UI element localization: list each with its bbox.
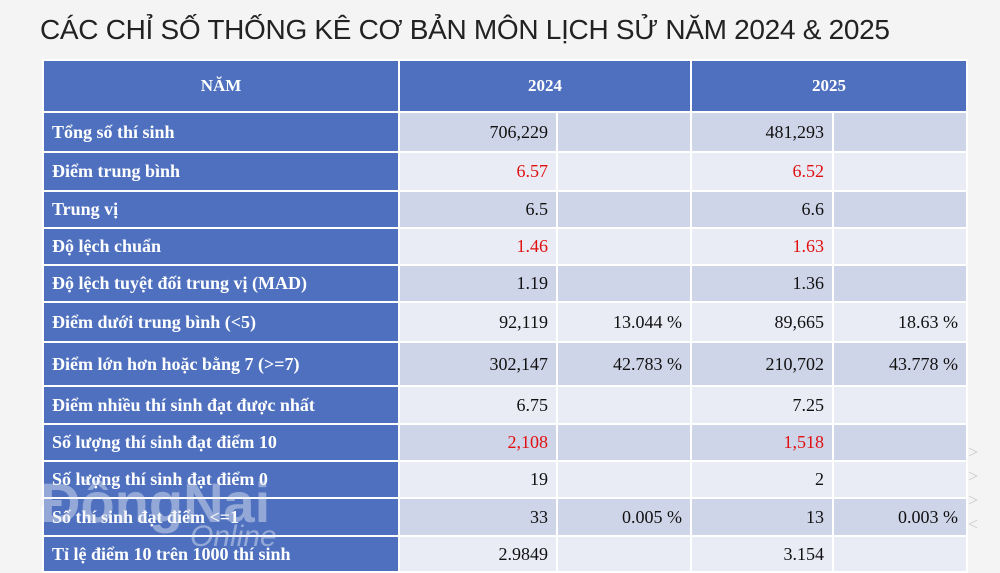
percent-2025	[834, 266, 966, 301]
table-row: Tổng số thí sinh 706,229 481,293	[44, 113, 966, 151]
table-row: Số thí sinh đạt điểm <=1 33 0.005 % 13 0.003…	[44, 499, 966, 535]
percent-2024	[558, 229, 690, 264]
percent-2024	[558, 153, 690, 190]
percent-2024	[558, 113, 690, 151]
value-2024: 1.46	[400, 229, 556, 264]
percent-2025	[834, 462, 966, 497]
value-2024: 19	[400, 462, 556, 497]
value-2025: 3.154	[692, 537, 832, 571]
value-2025: 210,702	[692, 343, 832, 385]
header-2024: 2024	[400, 61, 690, 111]
value-2024: 302,147	[400, 343, 556, 385]
row-label: Số lượng thí sinh đạt điểm 0	[44, 462, 398, 497]
value-2025: 1.63	[692, 229, 832, 264]
table-header-row: NĂM 2024 2025	[44, 61, 966, 111]
table-row: Trung vị 6.5 6.6	[44, 192, 966, 227]
percent-2024	[558, 537, 690, 571]
percent-2024	[558, 192, 690, 227]
header-year: NĂM	[44, 61, 398, 111]
row-label: Điểm nhiều thí sinh đạt được nhất	[44, 387, 398, 423]
value-2025: 481,293	[692, 113, 832, 151]
row-label: Điểm lớn hơn hoặc bằng 7 (>=7)	[44, 343, 398, 385]
percent-2025	[834, 192, 966, 227]
row-label: Số thí sinh đạt điểm <=1	[44, 499, 398, 535]
percent-2025	[834, 153, 966, 190]
row-label: Tổng số thí sinh	[44, 113, 398, 151]
percent-2025: 18.63 %	[834, 303, 966, 341]
table-row: Điểm nhiều thí sinh đạt được nhất 6.75 7.2…	[44, 387, 966, 423]
value-2024: 2,108	[400, 425, 556, 460]
decorative-chevron-marks: > > > <	[968, 442, 979, 534]
value-2025: 6.52	[692, 153, 832, 190]
row-label: Độ lệch chuẩn	[44, 229, 398, 264]
value-2025: 89,665	[692, 303, 832, 341]
table-row: Tỉ lệ điểm 10 trên 1000 thí sinh 2.9849 3.…	[44, 537, 966, 571]
value-2024: 6.5	[400, 192, 556, 227]
value-2025: 2	[692, 462, 832, 497]
percent-2025	[834, 113, 966, 151]
percent-2025: 0.003 %	[834, 499, 966, 535]
percent-2025	[834, 425, 966, 460]
percent-2024	[558, 266, 690, 301]
value-2024: 33	[400, 499, 556, 535]
percent-2025	[834, 229, 966, 264]
percent-2025: 43.778 %	[834, 343, 966, 385]
percent-2024	[558, 462, 690, 497]
value-2024: 6.75	[400, 387, 556, 423]
value-2024: 6.57	[400, 153, 556, 190]
header-2025: 2025	[692, 61, 966, 111]
table-row: Độ lệch chuẩn 1.46 1.63	[44, 229, 966, 264]
value-2025: 6.6	[692, 192, 832, 227]
percent-2025	[834, 537, 966, 571]
value-2025: 1.36	[692, 266, 832, 301]
row-label: Điểm trung bình	[44, 153, 398, 190]
value-2025: 7.25	[692, 387, 832, 423]
value-2024: 706,229	[400, 113, 556, 151]
percent-2024: 13.044 %	[558, 303, 690, 341]
table-row: Số lượng thí sinh đạt điểm 0 19 2	[44, 462, 966, 497]
percent-2024	[558, 387, 690, 423]
table-row: Điểm dưới trung bình (<5) 92,119 13.044 % 8…	[44, 303, 966, 341]
percent-2024: 42.783 %	[558, 343, 690, 385]
percent-2024: 0.005 %	[558, 499, 690, 535]
percent-2024	[558, 425, 690, 460]
page-title: CÁC CHỈ SỐ THỐNG KÊ CƠ BẢN MÔN LỊCH SỬ N…	[40, 14, 890, 45]
row-label: Điểm dưới trung bình (<5)	[44, 303, 398, 341]
value-2024: 2.9849	[400, 537, 556, 571]
value-2024: 92,119	[400, 303, 556, 341]
percent-2025	[834, 387, 966, 423]
statistics-table: NĂM 2024 2025 Tổng số thí sinh 706,229 481…	[42, 59, 968, 573]
value-2025: 1,518	[692, 425, 832, 460]
table-row: Điểm trung bình 6.57 6.52	[44, 153, 966, 190]
value-2025: 13	[692, 499, 832, 535]
row-label: Độ lệch tuyệt đối trung vị (MAD)	[44, 266, 398, 301]
row-label: Số lượng thí sinh đạt điểm 10	[44, 425, 398, 460]
table-row: Số lượng thí sinh đạt điểm 10 2,108 1,518	[44, 425, 966, 460]
table-row: Điểm lớn hơn hoặc bằng 7 (>=7) 302,147 42.…	[44, 343, 966, 385]
table-row: Độ lệch tuyệt đối trung vị (MAD) 1.19 1.36	[44, 266, 966, 301]
value-2024: 1.19	[400, 266, 556, 301]
row-label: Trung vị	[44, 192, 398, 227]
row-label: Tỉ lệ điểm 10 trên 1000 thí sinh	[44, 537, 398, 571]
